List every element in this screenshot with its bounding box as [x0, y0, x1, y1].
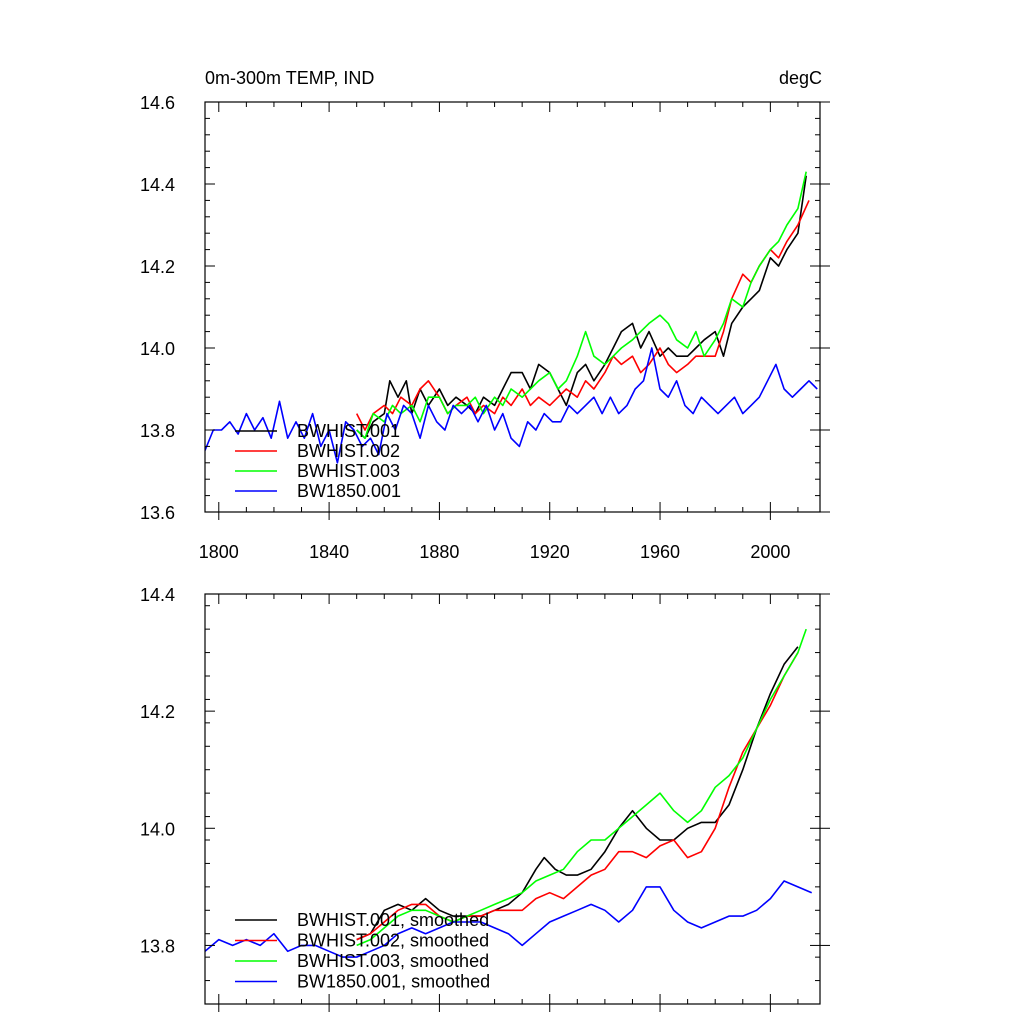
top-legend-label-4: BW1850.001: [297, 481, 401, 501]
bottom-legend-label-1: BWHIST.001, smoothed: [297, 910, 489, 930]
top-legend-label-2: BWHIST.002: [297, 441, 400, 461]
bottom-legend-label-2: BWHIST.002, smoothed: [297, 931, 489, 951]
bottom-plot-frame: [204, 593, 821, 1005]
top-series-line-1: [356, 175, 807, 439]
bottom-series-line-1: [356, 646, 799, 941]
top-y-tick-label: 13.6: [140, 503, 175, 523]
bottom-series-group: [205, 628, 813, 958]
bottom-legend-label-3: BWHIST.003, smoothed: [297, 951, 489, 971]
top-legend-label-1: BWHIST.001: [297, 421, 400, 441]
bottom-y-tick-label: 14.4: [140, 585, 175, 605]
top-chart-title: 0m-300m TEMP, IND: [205, 68, 374, 88]
bottom-y-tick-label: 14.0: [140, 819, 175, 839]
bottom-legend-label-4: BW1850.001, smoothed: [297, 972, 490, 992]
top-y-tick-label: 14.6: [140, 93, 175, 113]
bottom-series-line-3: [356, 628, 807, 947]
top-x-tick-label: 1840: [309, 542, 349, 562]
top-series-group: [205, 171, 818, 464]
top-x-tick-label: 1960: [640, 542, 680, 562]
top-x-tick-label: 1880: [419, 542, 459, 562]
bottom-series-line-4: [205, 880, 813, 958]
top-y-tick-label: 13.8: [140, 421, 175, 441]
bottom-y-tick-label: 14.2: [140, 702, 175, 722]
top-y-tick-label: 14.2: [140, 257, 175, 277]
top-legend-label-3: BWHIST.003: [297, 461, 400, 481]
top-chart-units-label: degC: [779, 68, 822, 88]
top-series-line-2: [355, 200, 810, 431]
top-y-tick-label: 14.0: [140, 339, 175, 359]
top-series-line-4: [205, 347, 818, 464]
top-x-tick-label: 1920: [530, 542, 570, 562]
top-x-tick-label: 2000: [750, 542, 790, 562]
top-series-line-3: [356, 171, 807, 439]
top-y-tick-label: 14.4: [140, 175, 175, 195]
top-plot-frame: [204, 101, 821, 513]
bottom-series-line-2: [356, 652, 799, 941]
top-chart-panel: 0m-300m TEMP, IND degC 1800 1840 1880 1920 1…: [140, 68, 830, 562]
top-x-tick-label: 1800: [199, 542, 239, 562]
bottom-y-tick-label: 13.8: [140, 936, 175, 956]
